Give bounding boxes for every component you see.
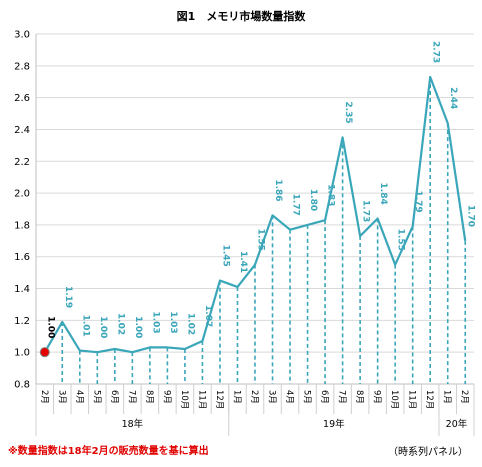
y-tick-label: 1.0 (14, 348, 30, 359)
data-label: 1.80 (308, 189, 318, 211)
x-tick-label: 2月 (249, 390, 259, 404)
y-tick-label: 2.4 (14, 125, 30, 136)
x-tick-label: 9月 (372, 390, 382, 404)
data-label: 2.35 (343, 101, 353, 123)
x-tick-label: 7月 (337, 390, 347, 404)
x-tick-label: 11月 (407, 390, 417, 409)
data-label: 2.73 (431, 41, 441, 63)
source-note: （時系列パネル） (388, 447, 468, 458)
data-label: 1.00 (133, 316, 143, 338)
x-axis-labels: 2月 3月 4月 5月 6月 7月 8月 9月 10月 11月 12月 1月 2月 3月 4月 5月 6月 7月 8… (35, 384, 475, 436)
data-label: 1.70 (466, 205, 476, 227)
y-tick-label: 1.4 (14, 284, 30, 295)
data-label: 1.45 (220, 245, 230, 267)
data-label: 2.44 (448, 87, 458, 109)
x-tick-label: 5月 (302, 390, 312, 404)
data-label: 1.41 (238, 251, 248, 273)
y-tick-label: 3.0 (14, 30, 30, 41)
x-tick-label: 2月 (459, 390, 469, 404)
x-tick-label: 3月 (56, 390, 66, 404)
x-tick-label: 5月 (91, 390, 101, 404)
x-tick-label: 7月 (126, 390, 136, 404)
year-group-label: 20年 (446, 418, 468, 430)
data-label: 1.83 (326, 184, 336, 206)
data-labels: 1.00 1.19 1.01 1.00 1.02 1.00 1.03 1.03 1.02 1.07… (45, 41, 475, 338)
data-label: 1.84 (378, 183, 388, 205)
data-label: 1.19 (63, 286, 73, 308)
data-label: 1.02 (185, 313, 195, 335)
x-tick-label: 10月 (179, 390, 189, 409)
data-label: 1.03 (150, 311, 160, 333)
series-layer (39, 75, 467, 358)
series-line (43, 75, 467, 354)
y-tick-label: 1.8 (14, 220, 30, 231)
base-point-marker (39, 347, 50, 358)
x-tick-label: 3月 (267, 390, 277, 404)
x-tick-label: 9月 (161, 390, 171, 404)
x-tick-label: 11月 (196, 390, 206, 409)
y-tick-label: 2.0 (14, 189, 30, 200)
x-tick-label: 4月 (74, 390, 84, 404)
y-tick-label: 1.2 (14, 316, 30, 327)
footnote: ※数量指数は18年2月の販売数量を基に算出 (8, 446, 209, 457)
x-tick-label: 6月 (319, 390, 329, 404)
y-tick-label: 2.8 (14, 61, 30, 72)
data-label: 1.00 (98, 316, 108, 338)
y-tick-label: 0.8 (14, 380, 30, 391)
x-tick-label: 4月 (284, 390, 294, 404)
data-label: 1.01 (80, 315, 90, 337)
year-group-label: 18年 (122, 418, 144, 430)
data-label: 1.55 (256, 229, 266, 251)
chart-title: 図1 メモリ市場数量指数 (176, 10, 306, 23)
data-label: 1.03 (168, 311, 178, 333)
y-tick-label: 2.6 (14, 93, 30, 104)
x-tick-label: 12月 (214, 390, 224, 409)
data-label: 1.86 (273, 179, 283, 201)
x-tick-label: 1月 (442, 390, 452, 404)
x-tick-label: 10月 (389, 390, 399, 409)
data-label: 1.55 (396, 229, 406, 251)
data-label: 1.73 (361, 200, 371, 222)
data-label: 1.00 (45, 316, 55, 338)
y-tick-label: 1.6 (14, 252, 30, 263)
data-label: 1.79 (413, 191, 423, 213)
x-tick-label: 12月 (424, 390, 434, 409)
x-tick-label: 6月 (109, 390, 119, 404)
grid-layer: 0.8 1.0 1.2 1.4 1.6 1.8 2.0 2.2 2.4 2.6 2.8 3.0 (14, 30, 474, 391)
drop-lines (61, 76, 467, 384)
year-group-label: 19年 (323, 418, 345, 430)
x-tick-label: 1月 (231, 390, 241, 404)
data-label: 1.02 (115, 313, 125, 335)
x-tick-label: 8月 (354, 390, 364, 404)
data-label: 1.77 (291, 194, 301, 216)
data-label: 1.07 (203, 305, 213, 327)
x-tick-label: 2月 (39, 390, 49, 404)
y-tick-label: 2.2 (14, 157, 30, 168)
x-tick-label: 8月 (144, 390, 154, 404)
